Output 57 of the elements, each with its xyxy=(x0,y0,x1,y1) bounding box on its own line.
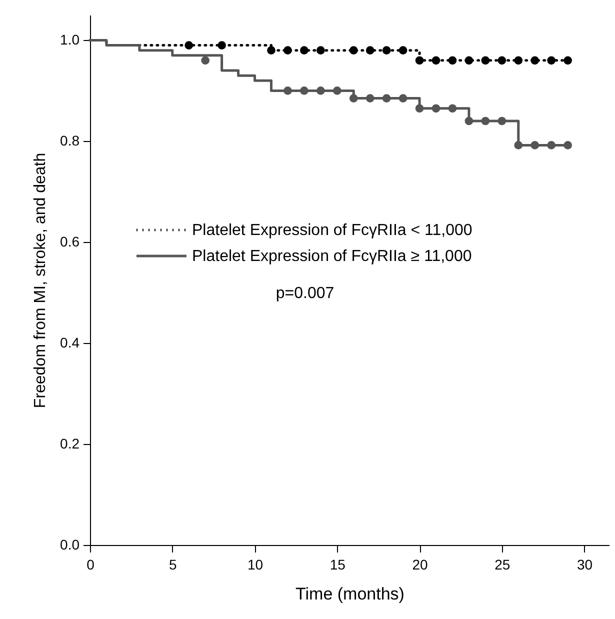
point xyxy=(481,116,490,126)
point xyxy=(349,94,358,102)
point xyxy=(547,141,556,150)
point xyxy=(184,41,194,50)
point xyxy=(382,94,391,102)
point xyxy=(464,116,474,126)
point xyxy=(564,141,572,150)
x-axis-title: Time (months) xyxy=(296,584,404,604)
point xyxy=(267,46,276,55)
point xyxy=(432,104,440,113)
point xyxy=(448,56,457,65)
legend-label: Platelet Expression of FcγRIIa < 11,000 xyxy=(192,222,472,239)
point xyxy=(448,104,457,113)
x-tick-label: 20 xyxy=(412,556,428,572)
point xyxy=(366,46,374,55)
point xyxy=(432,56,440,65)
x-tick-label: 15 xyxy=(330,556,346,572)
point xyxy=(514,141,523,150)
point xyxy=(481,56,490,65)
point xyxy=(547,56,556,65)
point xyxy=(530,56,540,65)
y-tick-label: 1.0 xyxy=(60,32,80,48)
point xyxy=(415,56,424,65)
point xyxy=(284,46,292,55)
point xyxy=(498,116,506,126)
point xyxy=(514,56,523,65)
x-tick-label: 0 xyxy=(86,556,95,572)
point xyxy=(415,104,424,113)
y-tick-label: 0.4 xyxy=(60,334,80,351)
point xyxy=(300,46,308,55)
y-tick-label: 0.0 xyxy=(60,536,80,552)
point xyxy=(300,86,308,95)
point xyxy=(564,56,572,65)
y-tick-label: 0.8 xyxy=(60,132,80,149)
point xyxy=(498,56,506,65)
point xyxy=(398,46,408,55)
point xyxy=(332,86,342,95)
point xyxy=(366,94,374,102)
y-tick-label: 0.2 xyxy=(60,436,80,452)
point xyxy=(398,94,408,102)
y-axis-title: Freedom from MI, stroke, and death xyxy=(32,152,50,408)
x-tick-label: 10 xyxy=(247,556,264,572)
point xyxy=(464,56,474,65)
point xyxy=(316,46,325,55)
point xyxy=(382,46,391,55)
x-tick-label: 5 xyxy=(168,556,177,572)
point xyxy=(284,86,292,95)
x-tick-label: 25 xyxy=(494,556,510,572)
point xyxy=(349,46,358,55)
x-tick-label: 30 xyxy=(576,556,593,572)
annotation: p=0.007 xyxy=(276,285,334,302)
point xyxy=(218,41,226,50)
point xyxy=(316,86,325,95)
legend-label: Platelet Expression of FcγRIIa ≥ 11,000 xyxy=(192,248,472,265)
point xyxy=(201,56,210,65)
y-tick-label: 0.6 xyxy=(60,234,80,250)
point xyxy=(530,141,540,150)
